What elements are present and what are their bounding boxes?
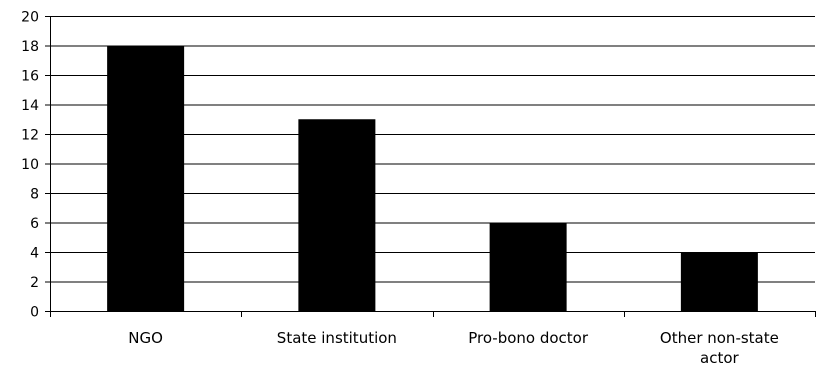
y-tick-label: 6 — [30, 216, 39, 232]
x-tick-label: NGO — [128, 329, 163, 347]
y-tick-label: 4 — [30, 246, 39, 262]
x-tick-label-line: Other non-state — [660, 329, 779, 347]
y-tick-label: 10 — [21, 157, 39, 173]
y-tick-label: 20 — [21, 10, 39, 26]
bars — [107, 45, 758, 311]
x-tick-label: Other non-state actor — [660, 329, 779, 367]
x-tick-label-line: State institution — [277, 329, 397, 347]
x-tick-label-line: Pro-bono doctor — [468, 329, 589, 347]
bar — [489, 222, 567, 311]
y-tick-label: 16 — [21, 69, 39, 85]
y-tick-label: 14 — [21, 98, 39, 114]
x-tick-label-line: actor — [700, 349, 739, 367]
y-tick-label: 12 — [21, 128, 39, 144]
bar — [107, 45, 185, 311]
x-tick-label: State institution — [277, 329, 397, 347]
y-tick-label: 0 — [30, 305, 39, 321]
bar — [680, 252, 758, 311]
axes — [50, 16, 815, 312]
x-tick-label: Pro-bono doctor — [468, 329, 589, 347]
y-tick-label: 18 — [21, 39, 39, 55]
x-tick-label-line: NGO — [128, 329, 163, 347]
y-tick-label: 8 — [30, 187, 39, 203]
y-axis-ticks: 0 2 4 6 8 10 12 14 16 18 20 — [21, 10, 50, 321]
bar — [298, 119, 376, 311]
y-tick-label: 2 — [30, 275, 39, 291]
x-axis-ticks: NGO State institution Pro-bono doctor Other… — [50, 311, 816, 367]
